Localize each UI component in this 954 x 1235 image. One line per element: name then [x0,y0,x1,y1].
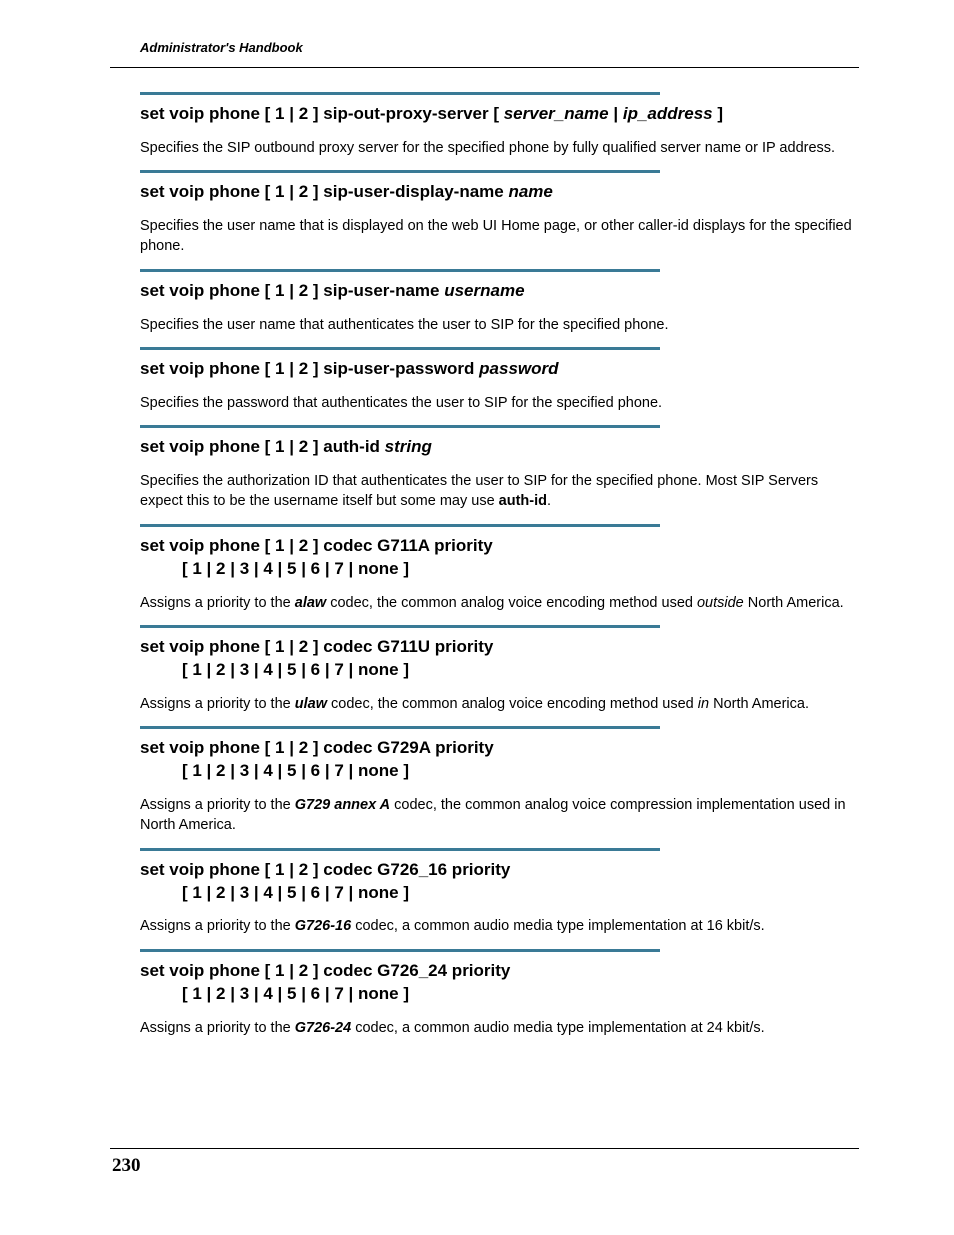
content-area: set voip phone [ 1 | 2 ] sip-out-proxy-s… [110,92,859,1038]
command-title: set voip phone [ 1 | 2 ] codec G726_24 p… [140,960,859,1006]
title-line1: set voip phone [ 1 | 2 ] codec G729A pri… [140,738,494,757]
description: Assigns a priority to the alaw codec, th… [140,593,859,613]
title-text: set voip phone [ 1 | 2 ] sip-user-displa… [140,182,508,201]
section: set voip phone [ 1 | 2 ] codec G726_24 p… [140,949,859,1038]
title-line1: set voip phone [ 1 | 2 ] codec G711A pri… [140,536,493,555]
command-title: set voip phone [ 1 | 2 ] sip-user-name u… [140,280,859,303]
command-title: set voip phone [ 1 | 2 ] codec G726_16 p… [140,859,859,905]
section: set voip phone [ 1 | 2 ] codec G729A pri… [140,726,859,835]
section-rule [140,425,660,428]
command-title: set voip phone [ 1 | 2 ] codec G711U pri… [140,636,859,682]
desc-bold: auth-id [499,493,547,509]
title-line1: set voip phone [ 1 | 2 ] codec G726_24 p… [140,961,510,980]
title-line2: [ 1 | 2 | 3 | 4 | 5 | 6 | 7 | none ] [140,558,859,581]
section-rule [140,170,660,173]
title-line1: set voip phone [ 1 | 2 ] codec G711U pri… [140,637,493,656]
desc-bold-italic: alaw [295,595,326,611]
page: Administrator's Handbook set voip phone … [0,0,954,1235]
desc-pre: Assigns a priority to the [140,595,295,611]
section-rule [140,949,660,952]
command-title: set voip phone [ 1 | 2 ] sip-user-passwo… [140,358,859,381]
desc-post: codec, a common audio media type impleme… [351,918,764,934]
desc-bold-italic: G726-16 [295,918,351,934]
section-rule [140,269,660,272]
title-param: name [508,182,552,201]
description: Assigns a priority to the G726-24 codec,… [140,1018,859,1038]
section-rule [140,848,660,851]
description: Specifies the SIP outbound proxy server … [140,138,859,158]
section-rule [140,347,660,350]
title-param2: ip_address [623,104,713,123]
desc-post: North America. [709,696,809,712]
description: Specifies the password that authenticate… [140,393,859,413]
section: set voip phone [ 1 | 2 ] codec G711A pri… [140,524,859,613]
section: set voip phone [ 1 | 2 ] sip-user-name u… [140,269,859,335]
desc-pre: Assigns a priority to the [140,918,295,934]
description: Specifies the authorization ID that auth… [140,471,859,512]
desc-bold-italic: G729 annex A [295,797,390,813]
page-number: 230 [112,1155,141,1177]
section-rule [140,92,660,95]
description: Specifies the user name that authenticat… [140,315,859,335]
section: set voip phone [ 1 | 2 ] sip-user-displa… [140,170,859,257]
section-rule [140,726,660,729]
desc-mid: codec, the common analog voice encoding … [326,595,697,611]
top-rule [110,67,859,68]
command-title: set voip phone [ 1 | 2 ] codec G729A pri… [140,737,859,783]
desc-italic: outside [697,595,744,611]
title-param: server_name [504,104,609,123]
title-param: password [479,359,558,378]
title-text: set voip phone [ 1 | 2 ] sip-out-proxy-s… [140,104,504,123]
title-line2: [ 1 | 2 | 3 | 4 | 5 | 6 | 7 | none ] [140,659,859,682]
section: set voip phone [ 1 | 2 ] sip-user-passwo… [140,347,859,413]
bottom-rule [110,1148,859,1149]
title-text: set voip phone [ 1 | 2 ] sip-user-passwo… [140,359,479,378]
desc-mid: codec, the common analog voice encoding … [327,696,698,712]
desc-pre: Specifies the authorization ID that auth… [140,473,818,509]
title-line1: set voip phone [ 1 | 2 ] codec G726_16 p… [140,860,510,879]
title-line2: [ 1 | 2 | 3 | 4 | 5 | 6 | 7 | none ] [140,983,859,1006]
section-rule [140,524,660,527]
running-head: Administrator's Handbook [110,40,859,55]
description: Assigns a priority to the G726-16 codec,… [140,916,859,936]
desc-pre: Assigns a priority to the [140,696,295,712]
description: Assigns a priority to the ulaw codec, th… [140,694,859,714]
section: set voip phone [ 1 | 2 ] codec G711U pri… [140,625,859,714]
command-title: set voip phone [ 1 | 2 ] auth-id string [140,436,859,459]
description: Assigns a priority to the G729 annex A c… [140,795,859,836]
desc-italic: in [698,696,709,712]
desc-bold-italic: ulaw [295,696,327,712]
section: set voip phone [ 1 | 2 ] auth-id string … [140,425,859,512]
desc-post: . [547,493,551,509]
description: Specifies the user name that is displaye… [140,216,859,257]
section-rule [140,625,660,628]
title-line2: [ 1 | 2 | 3 | 4 | 5 | 6 | 7 | none ] [140,882,859,905]
command-title: set voip phone [ 1 | 2 ] sip-user-displa… [140,181,859,204]
desc-post: North America. [744,595,844,611]
section: set voip phone [ 1 | 2 ] sip-out-proxy-s… [140,92,859,158]
section: set voip phone [ 1 | 2 ] codec G726_16 p… [140,848,859,937]
desc-pre: Assigns a priority to the [140,797,295,813]
title-tail: ] [713,104,723,123]
title-param: string [385,437,432,456]
title-line2: [ 1 | 2 | 3 | 4 | 5 | 6 | 7 | none ] [140,760,859,783]
desc-post: codec, a common audio media type impleme… [351,1020,764,1036]
desc-pre: Assigns a priority to the [140,1020,295,1036]
desc-bold-italic: G726-24 [295,1020,351,1036]
title-text: set voip phone [ 1 | 2 ] sip-user-name [140,281,444,300]
title-mid: | [609,104,623,123]
title-text: set voip phone [ 1 | 2 ] auth-id [140,437,385,456]
command-title: set voip phone [ 1 | 2 ] codec G711A pri… [140,535,859,581]
command-title: set voip phone [ 1 | 2 ] sip-out-proxy-s… [140,103,859,126]
title-param: username [444,281,524,300]
